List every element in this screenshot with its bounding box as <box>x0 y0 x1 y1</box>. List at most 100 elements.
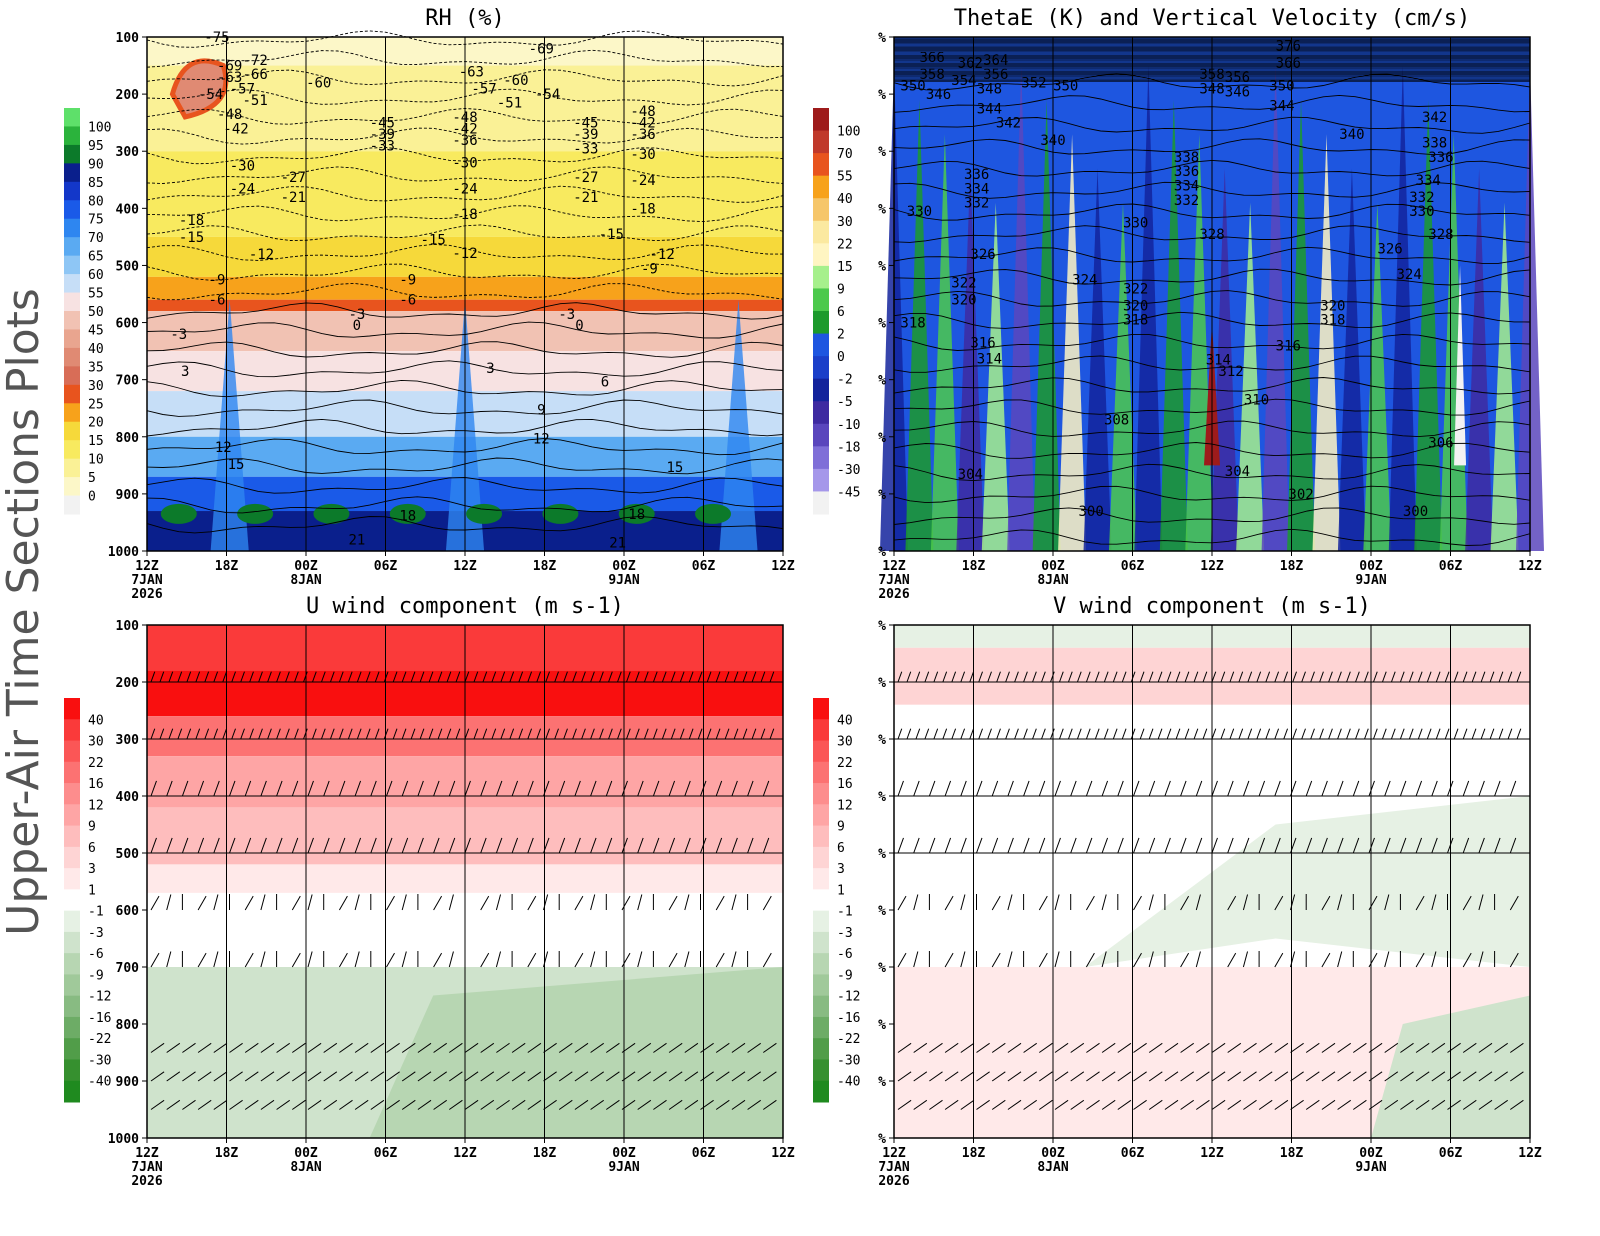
contour-label: 362 <box>958 56 983 72</box>
wind-barb <box>1431 894 1437 911</box>
wind-barb <box>621 837 628 854</box>
contour-label: 348 <box>1199 81 1224 97</box>
wind-barb <box>1101 1071 1116 1082</box>
wind-barb <box>1256 728 1262 740</box>
x-tick-label: 18Z <box>533 1146 557 1161</box>
wind-barb <box>1101 894 1107 911</box>
contour-label: -12 <box>249 247 274 263</box>
wind-barb <box>249 728 254 740</box>
colorbar-label: 12 <box>88 798 104 813</box>
wind-barb <box>747 837 754 854</box>
wind-barb <box>1415 952 1425 968</box>
wind-barb <box>637 951 643 968</box>
colorbar-label: -22 <box>88 1032 111 1047</box>
y-tick-label: 500 <box>116 259 140 274</box>
contour-label: -72 <box>242 53 267 69</box>
wind-barb <box>213 1071 228 1082</box>
wind-barb <box>1431 1071 1446 1082</box>
wind-barb <box>258 671 263 683</box>
v-northerly-region <box>1084 796 1530 967</box>
wind-barb <box>1462 1071 1477 1082</box>
wind-barb <box>150 780 157 797</box>
wind-barb <box>991 837 999 854</box>
wind-barb <box>969 671 975 683</box>
wind-barb <box>1133 952 1142 968</box>
wind-barb <box>231 728 236 740</box>
wind-barb <box>338 837 346 854</box>
wind-barb <box>933 728 939 740</box>
wind-barb <box>1148 671 1154 683</box>
wind-barb <box>751 671 757 683</box>
wind-barb <box>1368 895 1378 911</box>
wind-barb <box>1400 1099 1414 1110</box>
wind-barb <box>590 1099 604 1110</box>
thetae-plume <box>1287 99 1316 552</box>
wind-barb <box>960 1071 975 1082</box>
wind-barb <box>433 1042 447 1053</box>
wind-barb <box>697 728 703 740</box>
contour-label: 358 <box>1199 67 1224 83</box>
contour-label: 342 <box>996 116 1021 132</box>
wind-barb <box>1054 894 1060 911</box>
colorbar-label: 22 <box>88 756 104 771</box>
wind-barb <box>244 895 254 911</box>
rh-dry-cell <box>169 58 229 120</box>
rh-saturated-patch <box>695 503 732 524</box>
wind-barb <box>260 1099 275 1110</box>
wind-barb <box>312 728 317 740</box>
contour-label: 21 <box>609 535 626 551</box>
colorbar-label: 55 <box>88 287 104 302</box>
wind-barb <box>951 671 957 683</box>
contour-label: 12 <box>215 440 232 456</box>
wind-barb <box>197 1071 212 1082</box>
wind-barb <box>700 1042 714 1053</box>
wind-barb <box>480 837 487 854</box>
wind-barb <box>1101 780 1109 797</box>
wind-barb <box>1462 837 1470 854</box>
colorbar-swatch <box>64 366 80 386</box>
wind-barb <box>204 671 210 683</box>
wind-barb <box>668 895 678 911</box>
wind-barb <box>1283 671 1289 683</box>
thetae-plume <box>1108 202 1137 551</box>
contour-label: -27 <box>281 170 306 186</box>
wind-barb <box>1196 1071 1210 1082</box>
colorbar-swatch <box>64 868 80 890</box>
wind-barb <box>1321 1099 1336 1110</box>
colorbar-label: -12 <box>88 990 111 1005</box>
colorbar-label: 90 <box>88 157 104 172</box>
wind-barb <box>1305 1099 1320 1110</box>
colorbar-swatch <box>64 1080 80 1103</box>
wind-barb <box>1510 1042 1524 1053</box>
y-tick-label: % <box>878 1018 886 1033</box>
colorbar-swatch <box>64 440 80 460</box>
x-tick-label: 00Z <box>1359 559 1383 574</box>
wind-barb <box>688 728 694 740</box>
wind-barb <box>294 728 299 740</box>
wind-barb <box>1094 728 1100 740</box>
wind-barb <box>1117 1042 1132 1053</box>
contour-label: 300 <box>1079 504 1104 520</box>
wind-barb <box>1494 780 1501 797</box>
colorbar-label: -16 <box>837 1011 860 1026</box>
wind-barb <box>929 1042 943 1053</box>
wind-barb <box>558 1042 573 1053</box>
wind-barb <box>1381 728 1387 740</box>
wind-barb <box>338 728 344 740</box>
colorbar-swatch <box>64 163 80 183</box>
wind-barb <box>527 895 537 911</box>
colorbar-label: 15 <box>88 434 104 449</box>
wind-barb <box>448 894 454 911</box>
contour-label: -39 <box>370 127 395 143</box>
wind-barb <box>276 1099 290 1110</box>
contour-label: -48 <box>630 104 655 120</box>
wind-barb <box>491 671 497 683</box>
y-tick-label: % <box>878 1075 886 1090</box>
x-tick-label: 18Z <box>533 559 557 574</box>
colorbar-swatch <box>813 846 829 869</box>
wind-barb <box>1059 728 1064 740</box>
contour-label: -42 <box>452 121 477 137</box>
colorbar-label: 3 <box>837 862 845 877</box>
colorbar-swatch <box>64 953 80 975</box>
wind-barb <box>697 671 703 683</box>
